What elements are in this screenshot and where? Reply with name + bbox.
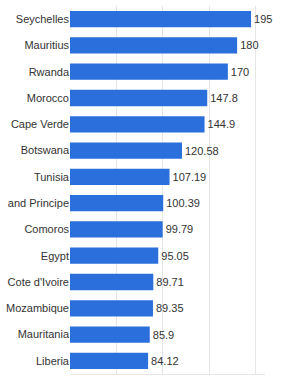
svg-text:Liberia: Liberia (36, 355, 70, 367)
svg-text:Seychelles: Seychelles (16, 13, 70, 25)
svg-text:Comoros: Comoros (24, 223, 69, 235)
svg-text:Cape Verde: Cape Verde (11, 118, 69, 130)
svg-text:180: 180 (240, 39, 258, 51)
svg-text:Botswana: Botswana (21, 144, 70, 156)
svg-text:Rwanda: Rwanda (29, 66, 70, 78)
svg-text:and Principe: and Principe (8, 197, 69, 209)
svg-text:Mozambique: Mozambique (6, 302, 69, 314)
svg-text:Mauritania: Mauritania (18, 328, 70, 340)
svg-text:Egypt: Egypt (41, 250, 69, 262)
svg-text:84.12: 84.12 (151, 355, 179, 367)
svg-text:170: 170 (231, 66, 249, 78)
svg-text:85.9: 85.9 (153, 329, 174, 341)
svg-text:89.71: 89.71 (156, 276, 184, 288)
svg-text:89.35: 89.35 (156, 302, 184, 314)
svg-text:Tunisia: Tunisia (34, 171, 70, 183)
svg-text:144.9: 144.9 (208, 118, 236, 130)
svg-text:120.58: 120.58 (185, 145, 219, 157)
svg-text:100.39: 100.39 (166, 197, 200, 209)
svg-text:195: 195 (254, 13, 272, 25)
svg-text:95.05: 95.05 (161, 250, 189, 262)
svg-text:99.79: 99.79 (166, 223, 194, 235)
svg-text:Cote d'Ivoire: Cote d'Ivoire (8, 276, 69, 288)
svg-text:147.8: 147.8 (210, 92, 238, 104)
svg-text:Mauritius: Mauritius (24, 39, 69, 51)
svg-text:Morocco: Morocco (27, 92, 69, 104)
svg-text:107.19: 107.19 (173, 171, 207, 183)
